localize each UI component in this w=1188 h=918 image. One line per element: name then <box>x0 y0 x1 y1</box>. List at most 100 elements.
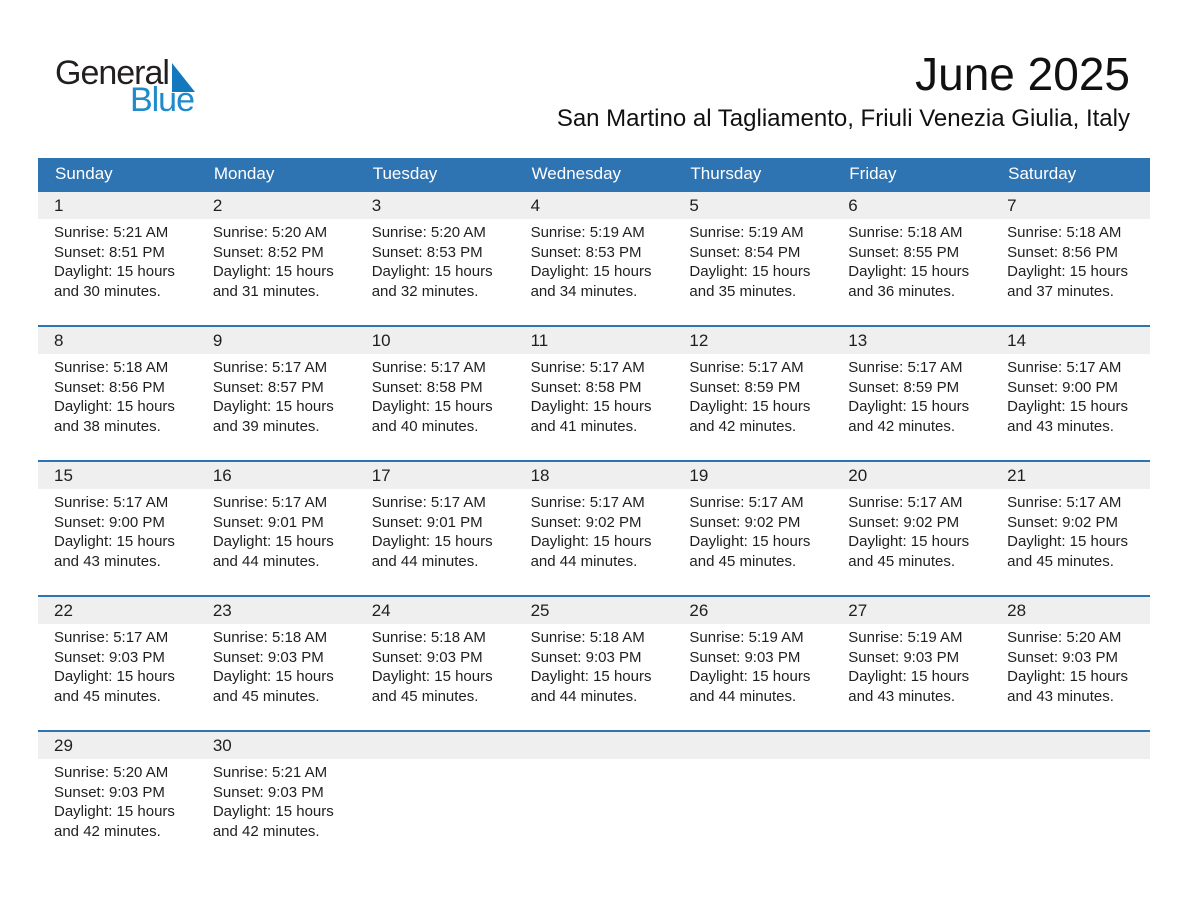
sunrise-text: Sunrise: 5:17 AM <box>371 359 486 376</box>
day-details: Sunrise: 5:21 AM Sunset: 8:51 PM Daylight:… <box>38 219 197 301</box>
sunrise-text: Sunrise: 5:18 AM <box>1007 224 1122 241</box>
day-number: 3 <box>355 192 515 219</box>
day-number: 28 <box>991 597 1150 624</box>
day-number: 10 <box>355 327 515 354</box>
day-cell-27: 27 Sunrise: 5:19 AM Sunset: 9:03 PM Dayligh… <box>832 597 992 730</box>
daylight-text: Daylight: 15 hours and 42 minutes. <box>54 803 175 840</box>
header-title-block: June 2025 San Martino al Tagliamento, Fr… <box>557 48 1130 133</box>
empty-day-band <box>832 732 992 759</box>
sunset-text: Sunset: 9:03 PM <box>54 648 165 666</box>
daylight-text: Daylight: 15 hours and 45 minutes. <box>54 668 175 705</box>
daylight-text: Daylight: 15 hours and 39 minutes. <box>212 398 334 435</box>
day-details: Sunrise: 5:20 AM Sunset: 9:03 PM Daylight:… <box>38 759 197 841</box>
sunrise-text: Sunrise: 5:20 AM <box>371 224 486 241</box>
sunrise-text: Sunrise: 5:21 AM <box>54 224 169 241</box>
day-details: Sunrise: 5:17 AM Sunset: 9:02 PM Daylight:… <box>991 489 1150 571</box>
empty-day-cell <box>832 732 992 865</box>
day-cell-12: 12 Sunrise: 5:17 AM Sunset: 8:59 PM Dayligh… <box>673 327 833 460</box>
day-number: 2 <box>196 192 356 219</box>
week-row: 15 Sunrise: 5:17 AM Sunset: 9:00 PM Dayligh… <box>38 460 1150 595</box>
day-cell-18: 18 Sunrise: 5:17 AM Sunset: 9:02 PM Dayligh… <box>514 462 674 595</box>
daylight-text: Daylight: 15 hours and 44 minutes. <box>530 668 652 705</box>
sunset-text: Sunset: 8:53 PM <box>530 243 642 261</box>
daylight-text: Daylight: 15 hours and 43 minutes. <box>54 533 175 570</box>
weekday-header-sunday: Sunday <box>55 164 113 183</box>
sunrise-text: Sunrise: 5:17 AM <box>371 494 486 511</box>
daylight-text: Daylight: 15 hours and 34 minutes. <box>530 263 652 300</box>
sunrise-text: Sunrise: 5:17 AM <box>212 359 328 376</box>
day-number: 8 <box>38 327 197 354</box>
day-number: 20 <box>832 462 992 489</box>
sunrise-text: Sunrise: 5:17 AM <box>212 494 328 511</box>
daylight-text: Daylight: 15 hours and 40 minutes. <box>371 398 493 435</box>
day-details: Sunrise: 5:19 AM Sunset: 8:53 PM Daylight:… <box>515 219 674 301</box>
sunrise-text: Sunrise: 5:17 AM <box>689 494 804 511</box>
day-details: Sunrise: 5:17 AM Sunset: 9:02 PM Daylight:… <box>673 489 832 571</box>
day-details: Sunrise: 5:17 AM Sunset: 9:00 PM Daylight:… <box>991 354 1150 436</box>
location-subtitle: San Martino al Tagliamento, Friuli Venez… <box>556 104 1130 132</box>
day-number: 27 <box>832 597 992 624</box>
day-details: Sunrise: 5:20 AM Sunset: 9:03 PM Daylight:… <box>991 624 1150 706</box>
logo-text-general: General <box>55 54 170 92</box>
sunset-text: Sunset: 9:01 PM <box>371 513 483 531</box>
daylight-text: Daylight: 15 hours and 36 minutes. <box>848 263 970 300</box>
sunrise-text: Sunrise: 5:18 AM <box>530 629 645 646</box>
empty-day-cell <box>991 732 1150 865</box>
day-cell-14: 14 Sunrise: 5:17 AM Sunset: 9:00 PM Dayligh… <box>991 327 1150 460</box>
sunrise-text: Sunrise: 5:18 AM <box>54 359 169 376</box>
sunset-text: Sunset: 9:02 PM <box>689 513 801 531</box>
day-cell-6: 6 Sunrise: 5:18 AM Sunset: 8:55 PM Daylight… <box>832 192 992 325</box>
day-number: 29 <box>38 732 197 759</box>
weekday-header-monday: Monday <box>213 164 275 183</box>
week-row: 22 Sunrise: 5:17 AM Sunset: 9:03 PM Dayligh… <box>38 595 1150 730</box>
daylight-text: Daylight: 15 hours and 32 minutes. <box>371 263 493 300</box>
day-cell-24: 24 Sunrise: 5:18 AM Sunset: 9:03 PM Dayligh… <box>355 597 515 730</box>
day-number: 9 <box>196 327 356 354</box>
daylight-text: Daylight: 15 hours and 41 minutes. <box>530 398 652 435</box>
day-details: Sunrise: 5:17 AM Sunset: 8:57 PM Daylight:… <box>197 354 356 436</box>
sunset-text: Sunset: 8:59 PM <box>848 378 960 396</box>
day-details: Sunrise: 5:20 AM Sunset: 8:53 PM Daylight:… <box>356 219 515 301</box>
day-number: 26 <box>673 597 833 624</box>
daylight-text: Daylight: 15 hours and 44 minutes. <box>530 533 652 570</box>
day-details: Sunrise: 5:19 AM Sunset: 9:03 PM Daylight:… <box>832 624 991 706</box>
day-details: Sunrise: 5:19 AM Sunset: 9:03 PM Daylight:… <box>673 624 832 706</box>
day-cell-1: 1 Sunrise: 5:21 AM Sunset: 8:51 PM Daylight… <box>38 192 197 325</box>
sunset-text: Sunset: 8:54 PM <box>689 243 801 261</box>
day-number: 17 <box>355 462 515 489</box>
day-details: Sunrise: 5:17 AM Sunset: 9:02 PM Daylight:… <box>832 489 991 571</box>
sunrise-text: Sunrise: 5:18 AM <box>212 629 328 646</box>
week-row: 1 Sunrise: 5:21 AM Sunset: 8:51 PM Daylight… <box>38 190 1150 325</box>
sunrise-text: Sunrise: 5:18 AM <box>848 224 963 241</box>
weekday-header-row: Sunday Monday Tuesday Wednesday Thursday Frid… <box>38 158 1150 190</box>
day-details: Sunrise: 5:17 AM Sunset: 9:02 PM Daylight:… <box>515 489 674 571</box>
day-cell-21: 21 Sunrise: 5:17 AM Sunset: 9:02 PM Dayligh… <box>991 462 1150 595</box>
daylight-text: Daylight: 15 hours and 42 minutes. <box>689 398 811 435</box>
sunrise-text: Sunrise: 5:17 AM <box>530 494 645 511</box>
day-number: 21 <box>991 462 1150 489</box>
day-details: Sunrise: 5:18 AM Sunset: 9:03 PM Daylight:… <box>515 624 674 706</box>
empty-day-band <box>514 732 674 759</box>
day-cell-29: 29 Sunrise: 5:20 AM Sunset: 9:03 PM Dayligh… <box>38 732 197 865</box>
sunrise-text: Sunrise: 5:20 AM <box>212 224 328 241</box>
day-number: 14 <box>991 327 1150 354</box>
day-details: Sunrise: 5:17 AM Sunset: 9:03 PM Daylight:… <box>38 624 197 706</box>
sunset-text: Sunset: 8:53 PM <box>371 243 483 261</box>
week-row: 8 Sunrise: 5:18 AM Sunset: 8:56 PM Daylight… <box>38 325 1150 460</box>
day-details: Sunrise: 5:21 AM Sunset: 9:03 PM Daylight:… <box>197 759 356 841</box>
day-cell-2: 2 Sunrise: 5:20 AM Sunset: 8:52 PM Daylight… <box>196 192 356 325</box>
daylight-text: Daylight: 15 hours and 42 minutes. <box>212 803 334 840</box>
general-blue-logo: General Blue <box>55 54 195 125</box>
sunset-text: Sunset: 8:58 PM <box>371 378 483 396</box>
day-number: 24 <box>355 597 515 624</box>
daylight-text: Daylight: 15 hours and 31 minutes. <box>212 263 334 300</box>
sunrise-text: Sunrise: 5:17 AM <box>689 359 804 376</box>
sunrise-text: Sunrise: 5:19 AM <box>689 629 804 646</box>
empty-day-cell <box>355 732 515 865</box>
day-cell-25: 25 Sunrise: 5:18 AM Sunset: 9:03 PM Dayligh… <box>514 597 674 730</box>
day-details: Sunrise: 5:17 AM Sunset: 9:01 PM Daylight:… <box>197 489 356 571</box>
sunset-text: Sunset: 8:56 PM <box>54 378 165 396</box>
day-number: 15 <box>38 462 197 489</box>
day-details: Sunrise: 5:19 AM Sunset: 8:54 PM Daylight:… <box>673 219 832 301</box>
